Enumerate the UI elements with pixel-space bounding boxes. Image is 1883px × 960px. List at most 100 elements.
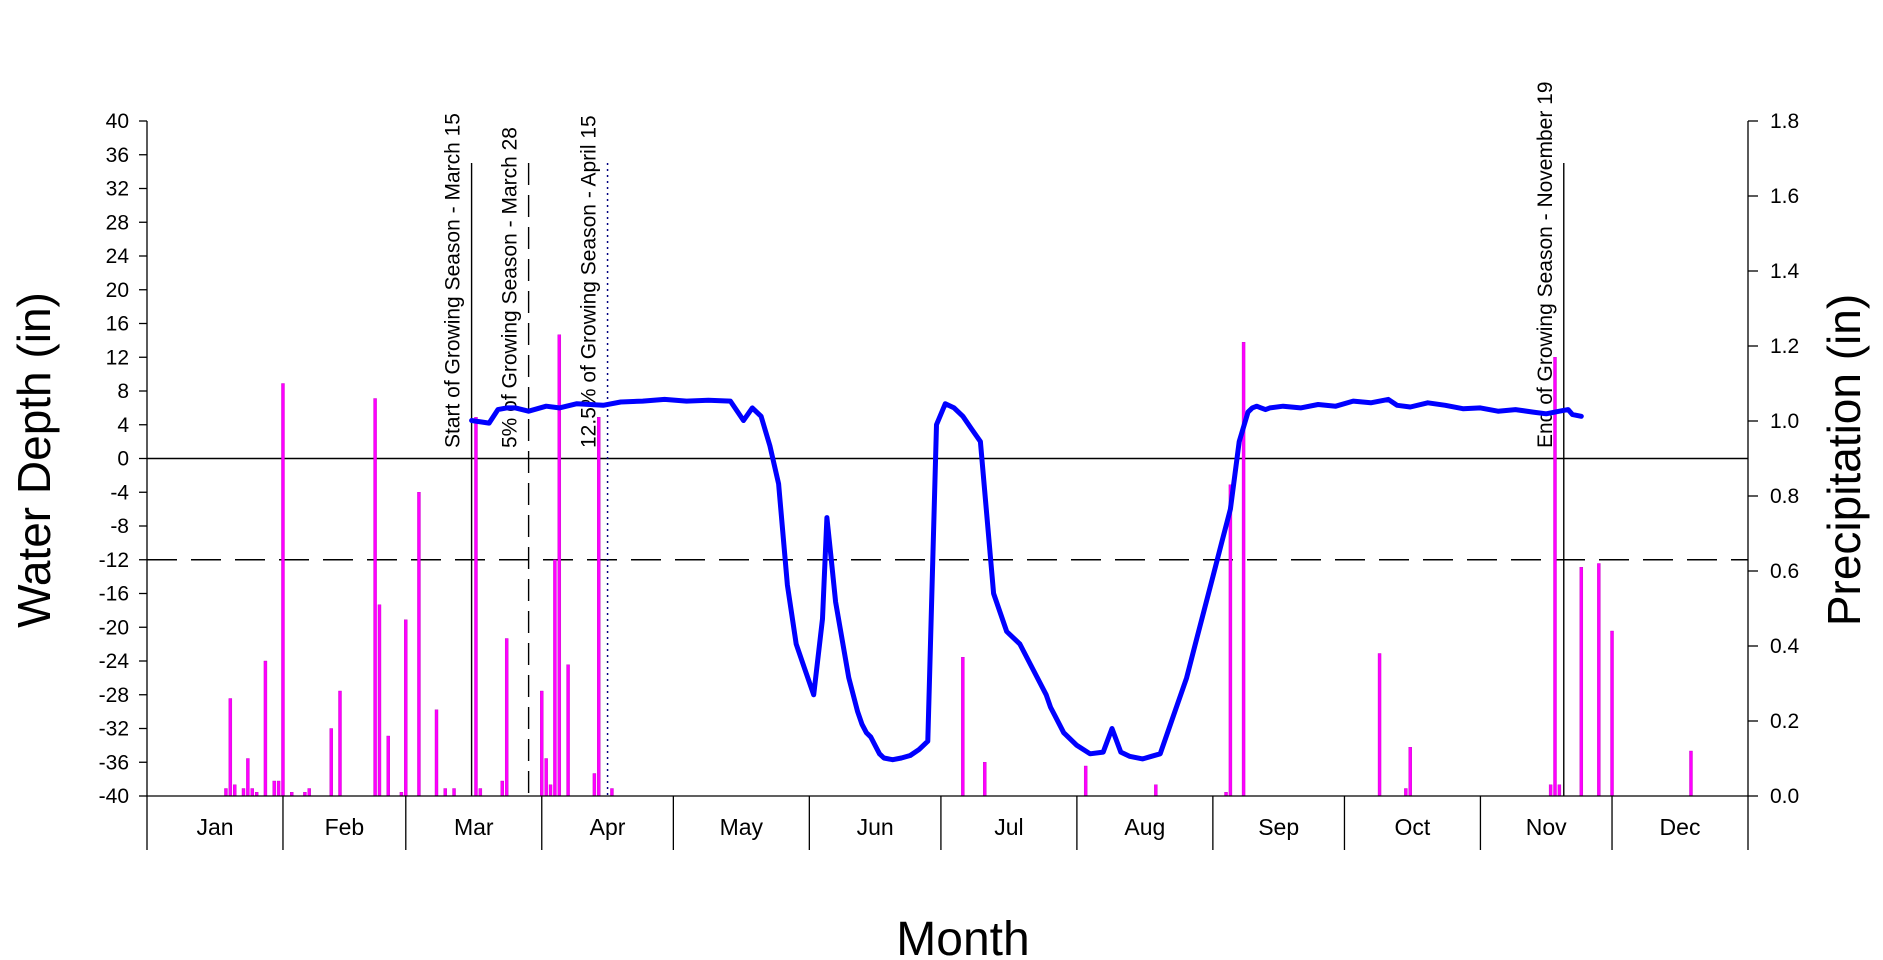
precip-bar: [241, 788, 246, 797]
left-tick-label: -8: [110, 515, 129, 538]
month-label: Mar: [454, 814, 494, 840]
marker-label: 5% of Growing Season - March 28: [499, 127, 522, 448]
precip-bar: [452, 788, 456, 797]
precip-bar: [478, 788, 483, 797]
left-tick-label: -20: [99, 616, 129, 639]
precip-bar: [272, 780, 276, 797]
precip-bar: [983, 762, 987, 797]
left-tick-label: 4: [117, 414, 129, 437]
left-y-ticks: -40-36-32-28-24-20-16-12-8-4048121620242…: [99, 110, 147, 808]
marker-label: End of Growing Season - November 19: [1534, 81, 1557, 448]
month-label: Feb: [325, 814, 365, 840]
precip-bar: [566, 664, 570, 797]
precip-bar: [597, 417, 601, 797]
precip-bar: [592, 773, 597, 797]
month-label: Nov: [1526, 814, 1567, 840]
x-axis-title: Month: [896, 913, 1029, 960]
month-label: Aug: [1124, 814, 1165, 840]
left-tick-label: 28: [106, 211, 129, 234]
month-label: Oct: [1395, 814, 1431, 840]
precip-bar: [434, 709, 439, 797]
marker-label: Start of Growing Season - March 15: [442, 113, 465, 448]
left-tick-label: 12: [106, 346, 129, 369]
precip-bar: [504, 638, 509, 797]
precip-bar: [540, 690, 544, 797]
water-depth-line: [469, 396, 1584, 763]
precip-bar: [1548, 784, 1553, 797]
precip-bar: [500, 780, 504, 797]
precip-bar: [386, 735, 390, 797]
right-tick-label: 0.2: [1770, 710, 1799, 733]
left-tick-label: -12: [99, 549, 129, 572]
left-tick-label: 36: [106, 144, 129, 167]
precip-bar: [1597, 563, 1601, 797]
precip-bar: [1579, 567, 1584, 797]
left-tick-label: 40: [106, 110, 129, 133]
right-axis-title: Precipitation (in): [1818, 294, 1870, 626]
precip-bar: [548, 784, 553, 797]
precip-bar: [1241, 342, 1246, 797]
precip-bar: [373, 398, 377, 797]
precip-bar: [474, 417, 478, 797]
left-tick-label: 24: [106, 245, 130, 268]
left-tick-label: 32: [106, 178, 129, 201]
left-tick-label: -40: [99, 785, 129, 808]
left-tick-label: 8: [117, 380, 129, 403]
precip-bar: [553, 559, 557, 797]
precip-bar: [338, 690, 342, 797]
precip-bar: [1610, 630, 1614, 797]
precip-bar: [557, 334, 562, 797]
month-label: Jun: [857, 814, 894, 840]
precip-bar: [246, 758, 250, 797]
month-label: Apr: [590, 814, 626, 840]
precip-bar: [1404, 788, 1408, 797]
right-tick-label: 0.4: [1770, 635, 1800, 658]
precip-bar: [228, 698, 233, 797]
precip-bar: [329, 728, 333, 797]
precipitation-bars: [224, 334, 1693, 797]
marker-label: 12.5% of Growing Season - April 15: [578, 115, 601, 448]
precip-bar: [1154, 784, 1158, 797]
left-tick-label: -32: [99, 718, 129, 741]
left-axis-title: Water Depth (in): [8, 292, 60, 628]
month-label: Sep: [1258, 814, 1299, 840]
month-label: May: [720, 814, 764, 840]
right-y-ticks: 0.0 0.2 0.4 0.6 0.8 1.0 1.2 1.4 1.6 1.8: [1748, 110, 1800, 808]
precip-bar: [1083, 765, 1088, 797]
precip-bar: [404, 619, 408, 797]
month-label: Jan: [196, 814, 233, 840]
right-tick-label: 1.8: [1770, 110, 1799, 133]
left-tick-label: -4: [110, 481, 129, 504]
precip-bar: [263, 660, 268, 797]
reference-lines: [147, 457, 1748, 561]
precip-bar: [1377, 653, 1382, 797]
precip-bar: [377, 604, 382, 797]
precip-bar: [1408, 747, 1412, 797]
right-tick-label: 0.6: [1770, 560, 1799, 583]
precip-bar: [1557, 784, 1562, 797]
right-tick-label: 1.2: [1770, 335, 1799, 358]
right-tick-label: 1.4: [1770, 260, 1800, 283]
precip-bar: [1228, 484, 1233, 797]
precip-bar: [281, 383, 285, 797]
left-tick-label: 0: [117, 448, 129, 471]
precip-bar: [276, 780, 281, 797]
left-tick-label: -28: [99, 684, 129, 707]
precip-bar: [544, 758, 548, 797]
left-tick-label: -16: [99, 583, 129, 606]
left-tick-label: 16: [106, 313, 129, 336]
precip-bar: [250, 788, 254, 797]
precip-bar: [961, 657, 965, 797]
precip-bar: [417, 492, 421, 797]
precip-bar: [1689, 750, 1693, 797]
month-label: Dec: [1660, 814, 1701, 840]
precip-bar: [224, 788, 228, 797]
precip-bar: [233, 784, 237, 797]
month-label: Jul: [994, 814, 1023, 840]
left-tick-label: -36: [99, 751, 129, 774]
precip-bar: [610, 788, 614, 797]
right-tick-label: 0.0: [1770, 785, 1799, 808]
right-tick-label: 1.6: [1770, 185, 1799, 208]
precip-bar: [307, 788, 311, 797]
